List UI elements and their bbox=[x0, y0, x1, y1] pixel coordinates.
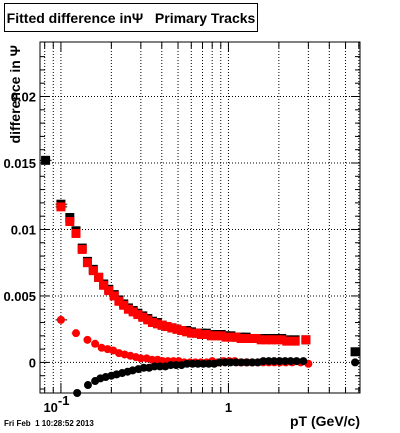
data-point bbox=[191, 328, 201, 338]
data-point bbox=[211, 331, 221, 341]
y-tick-label: 0.01 bbox=[11, 222, 36, 237]
series-1 bbox=[56, 202, 311, 346]
x-tick-label: 1 bbox=[225, 400, 232, 415]
y-tick-label: 0.005 bbox=[3, 289, 36, 304]
data-point bbox=[109, 291, 119, 301]
data-point bbox=[221, 358, 230, 367]
data-point bbox=[77, 244, 87, 254]
data-point bbox=[71, 329, 80, 338]
y-axis-title: difference in Ψ bbox=[7, 45, 23, 143]
plot-frame bbox=[39, 41, 361, 394]
data-point bbox=[277, 335, 287, 345]
data-point bbox=[282, 336, 292, 346]
y-tick-label: 0.02 bbox=[11, 90, 36, 105]
data-point bbox=[286, 357, 295, 366]
data-point bbox=[351, 358, 360, 367]
data-point bbox=[177, 326, 187, 336]
data-point bbox=[123, 304, 133, 314]
data-point bbox=[94, 272, 104, 282]
chart-title: Fitted difference inΨ Primary Tracks bbox=[4, 3, 258, 32]
data-point bbox=[236, 333, 246, 343]
data-point bbox=[292, 357, 301, 366]
data-point bbox=[99, 280, 109, 290]
data-point bbox=[114, 296, 124, 306]
data-point bbox=[167, 323, 177, 333]
data-point bbox=[56, 315, 65, 324]
data-point bbox=[138, 312, 148, 322]
data-point bbox=[133, 310, 143, 320]
data-point bbox=[73, 389, 82, 397]
data-point bbox=[97, 343, 106, 352]
data-point bbox=[148, 355, 157, 364]
data-point bbox=[275, 357, 284, 366]
data-point bbox=[226, 332, 236, 342]
timestamp-footer: Fri Feb 1 10:28:52 2013 bbox=[4, 419, 94, 428]
data-point bbox=[271, 335, 281, 345]
data-point bbox=[172, 361, 181, 370]
data-point bbox=[71, 228, 81, 238]
data-point bbox=[65, 216, 75, 226]
data-point bbox=[251, 333, 261, 343]
data-point bbox=[119, 300, 129, 310]
data-point bbox=[237, 358, 246, 367]
y-tick-label: 0.015 bbox=[3, 156, 36, 171]
data-point bbox=[82, 258, 92, 268]
data-point bbox=[241, 333, 251, 343]
x-tick-label: 10 bbox=[43, 400, 57, 415]
data-point bbox=[128, 307, 138, 317]
data-point bbox=[104, 286, 114, 296]
data-point bbox=[162, 322, 172, 332]
data-point bbox=[41, 155, 51, 165]
data-point bbox=[299, 357, 308, 366]
data-point bbox=[152, 319, 162, 329]
y-tick-label: 0 bbox=[29, 355, 36, 370]
data-point bbox=[91, 339, 100, 348]
data-point bbox=[266, 335, 276, 345]
data-point bbox=[231, 332, 241, 342]
data-point bbox=[246, 333, 256, 343]
x-axis-title: pT (GeV/c) bbox=[290, 413, 360, 429]
data-point bbox=[56, 202, 66, 212]
data-point bbox=[88, 266, 98, 276]
data-point bbox=[83, 381, 92, 390]
data-point bbox=[147, 318, 157, 328]
x-tick-label-exponent: -1 bbox=[58, 393, 70, 408]
data-point bbox=[157, 320, 167, 330]
data-point bbox=[172, 324, 182, 334]
data-point bbox=[256, 335, 266, 345]
data-point bbox=[206, 331, 216, 341]
data-point bbox=[248, 358, 257, 367]
data-point bbox=[261, 335, 271, 345]
data-point bbox=[83, 335, 92, 344]
data-point bbox=[196, 330, 206, 339]
data-point bbox=[216, 331, 226, 341]
data-point bbox=[136, 354, 145, 363]
data-point bbox=[301, 335, 311, 345]
series-3 bbox=[73, 357, 360, 397]
data-point bbox=[187, 328, 197, 338]
data-point bbox=[290, 336, 300, 346]
data-point bbox=[350, 347, 360, 357]
data-point bbox=[201, 330, 211, 339]
data-point bbox=[182, 327, 192, 337]
data-point bbox=[221, 332, 231, 342]
data-point bbox=[143, 315, 153, 325]
